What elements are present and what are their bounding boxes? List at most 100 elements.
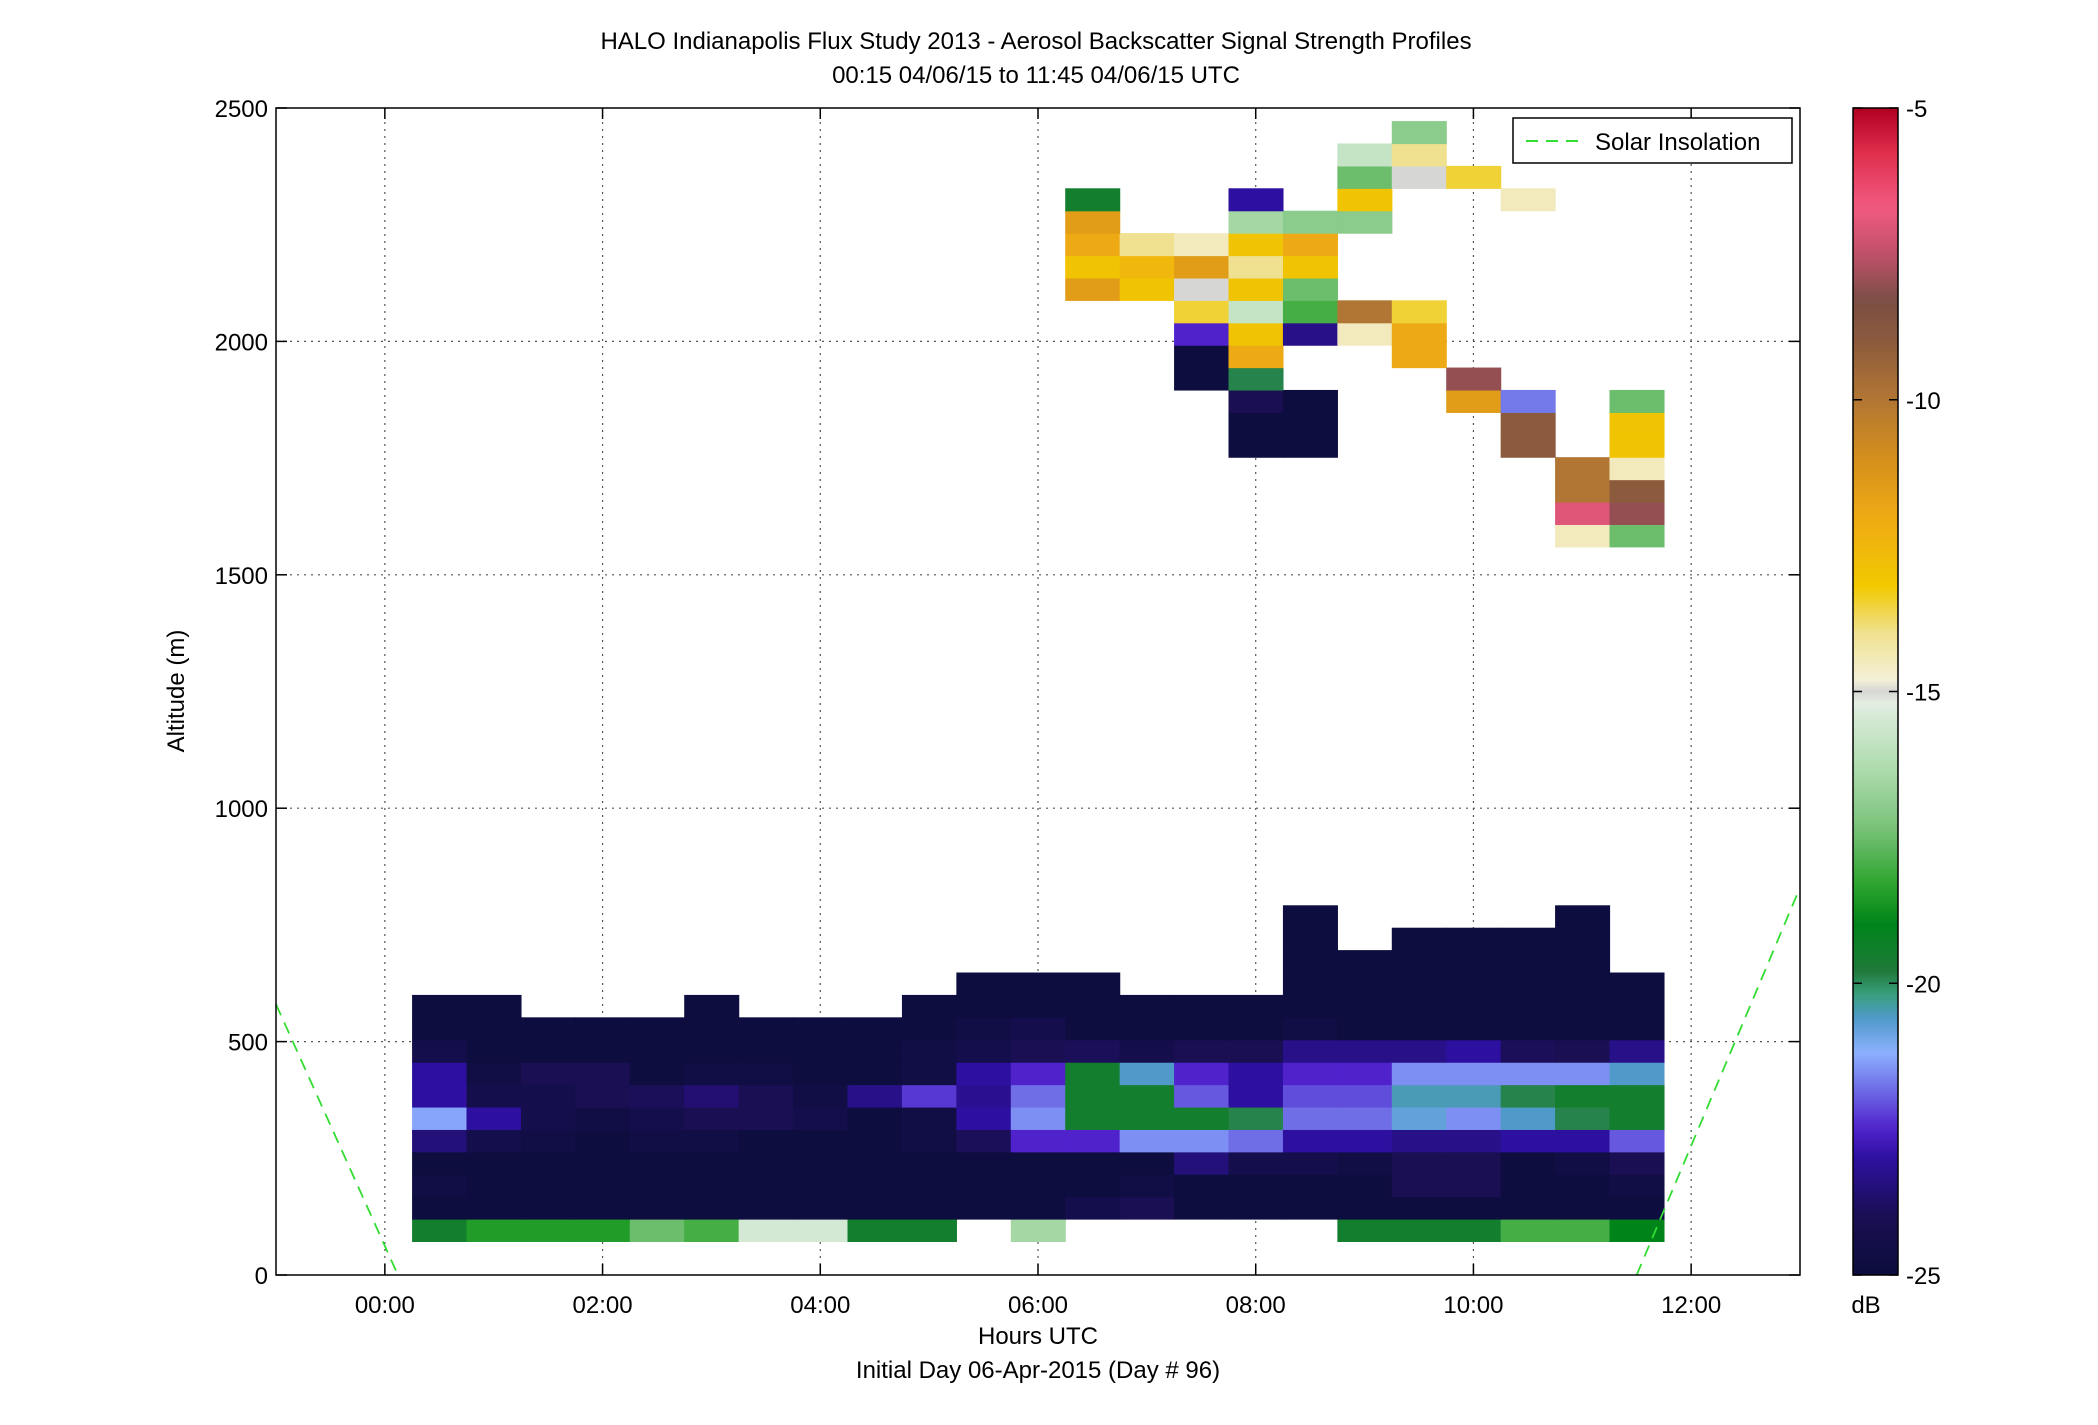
heatmap-cell (1119, 1129, 1175, 1153)
heatmap-cell (1174, 322, 1230, 346)
heatmap-cell (1228, 255, 1284, 279)
heatmap-cell (1228, 1196, 1284, 1220)
heatmap-cell (847, 1218, 903, 1242)
heatmap-cell (1337, 300, 1393, 324)
heatmap-cell (466, 1218, 522, 1242)
heatmap-cell (1337, 1017, 1393, 1041)
heatmap-cell (1282, 389, 1338, 413)
heatmap-cell (901, 1218, 957, 1242)
heatmap-cell (1555, 1084, 1611, 1108)
heatmap-cell (1500, 994, 1556, 1018)
heatmap-cell (1065, 1129, 1121, 1153)
heatmap-cell (1228, 1017, 1284, 1041)
heatmap-cell (1391, 994, 1447, 1018)
heatmap-cell (1446, 950, 1502, 974)
heatmap-cell (1391, 143, 1447, 167)
heatmap-cell (684, 994, 740, 1018)
heatmap-cell (466, 1129, 522, 1153)
heatmap-cell (1555, 972, 1611, 996)
heatmap-cell (738, 1062, 794, 1086)
heatmap-cell (1500, 1062, 1556, 1086)
heatmap-cell (1174, 1062, 1230, 1086)
heatmap-cell (1228, 210, 1284, 234)
heatmap-cell (1119, 994, 1175, 1018)
heatmap-cell (1282, 1129, 1338, 1153)
heatmap-cell (1228, 1084, 1284, 1108)
heatmap-cell (793, 1084, 849, 1108)
heatmap-cell (629, 1039, 685, 1063)
heatmap-cell (684, 1039, 740, 1063)
x-axis-label: Hours UTC (978, 1323, 1098, 1350)
heatmap-cell (1391, 300, 1447, 324)
heatmap-cell (684, 1062, 740, 1086)
heatmap-cell (1282, 905, 1338, 929)
heatmap-cell (412, 1017, 468, 1041)
heatmap-cell (956, 1017, 1012, 1041)
chart-subtitle: 00:15 04/06/15 to 11:45 04/06/15 UTC (832, 62, 1240, 89)
heatmap-cell (1065, 1039, 1121, 1063)
heatmap-cell (1555, 457, 1611, 481)
heatmap-cell (575, 1129, 631, 1153)
heatmap-cell (1500, 1039, 1556, 1063)
heatmap-cell (1065, 1196, 1121, 1220)
heatmap-cell (412, 1174, 468, 1198)
heatmap-cell (1065, 188, 1121, 212)
heatmap-cell (847, 1084, 903, 1108)
heatmap-cell (1282, 233, 1338, 257)
heatmap-cell (1609, 994, 1665, 1018)
heatmap-cell (1119, 1196, 1175, 1220)
heatmap-cell (466, 1039, 522, 1063)
heatmap-cell (1337, 972, 1393, 996)
heatmap-cell (1119, 1106, 1175, 1130)
heatmap-cell (1337, 1174, 1393, 1198)
legend-entry-solar-insolation: Solar Insolation (1595, 129, 1760, 156)
heatmap-cell (1555, 1151, 1611, 1175)
heatmap-cell (1555, 479, 1611, 503)
heatmap-cell (1282, 322, 1338, 346)
heatmap-cell (1555, 524, 1611, 548)
heatmap-cell (1446, 994, 1502, 1018)
heatmap-cell (575, 1106, 631, 1130)
heatmap-cell (1065, 1017, 1121, 1041)
heatmap-cell (1337, 950, 1393, 974)
colorbar-label: dB (1851, 1292, 1880, 1319)
heatmap-cell (1609, 1084, 1665, 1108)
heatmap-cell (847, 1196, 903, 1220)
heatmap-cell (1446, 1084, 1502, 1108)
heatmap-cell (1282, 1062, 1338, 1086)
heatmap-cell (847, 1017, 903, 1041)
colorbar-tick-label: -15 (1906, 680, 1941, 707)
heatmap-cell (1010, 1129, 1066, 1153)
heatmap-cell (1337, 1151, 1393, 1175)
heatmap-cell (1065, 1174, 1121, 1198)
heatmap-cell (1555, 1039, 1611, 1063)
heatmap-cell (629, 1017, 685, 1041)
heatmap-cell (1500, 1151, 1556, 1175)
heatmap-cell (520, 1017, 576, 1041)
heatmap-cell (1010, 972, 1066, 996)
heatmap-cell (1500, 1106, 1556, 1130)
heatmap-cell (901, 1062, 957, 1086)
heatmap-cell (1609, 524, 1665, 548)
heatmap-cell (684, 1129, 740, 1153)
heatmap-cell (1065, 233, 1121, 257)
heatmap-cell (1174, 233, 1230, 257)
heatmap-cell (1119, 1174, 1175, 1198)
heatmap-cell (901, 1174, 957, 1198)
heatmap-cell (847, 1039, 903, 1063)
heatmap-cell (1282, 927, 1338, 951)
heatmap-cell (575, 1017, 631, 1041)
heatmap-cell (1500, 927, 1556, 951)
heatmap-cell (1228, 233, 1284, 257)
heatmap-cell (1446, 1218, 1502, 1242)
heatmap-cell (1228, 994, 1284, 1018)
heatmap-cell (629, 1151, 685, 1175)
solar-insolation-line-right (1635, 887, 1801, 1276)
heatmap-cell (1609, 1129, 1665, 1153)
heatmap-cell (847, 1062, 903, 1086)
heatmap-cell (1282, 1174, 1338, 1198)
heatmap-cell (1337, 994, 1393, 1018)
heatmap-cell (1500, 1129, 1556, 1153)
heatmap-cell (629, 1218, 685, 1242)
heatmap-cell (466, 1151, 522, 1175)
